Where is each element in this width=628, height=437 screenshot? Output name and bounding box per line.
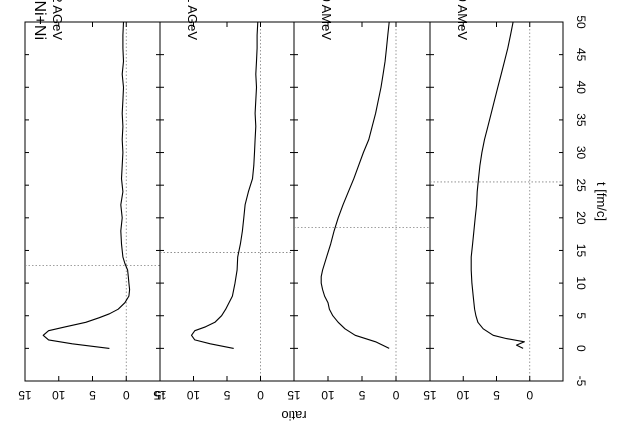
ticks (24, 21, 563, 382)
time-tick-label: 15 (574, 244, 588, 258)
ratio-tick-label: 10 (321, 388, 335, 402)
series-curve-3 (320, 21, 390, 349)
time-tick-label: 35 (574, 113, 588, 127)
series-curve-4 (470, 21, 525, 349)
series-curves (42, 21, 525, 349)
ratio-tick-label: 10 (187, 388, 201, 402)
reference-lines (25, 22, 563, 381)
ratio-tick-label: 0 (526, 388, 533, 402)
ratio-tick-label: 5 (493, 388, 500, 402)
panel-title-1: Ni+Ni (31, 0, 48, 40)
ratio-tick-label: 0 (123, 388, 130, 402)
series-curve-2 (190, 21, 259, 349)
time-tick-label: 40 (574, 81, 588, 95)
panel-label-1: 2 AGeV (50, 0, 65, 40)
time-tick-label: 10 (574, 276, 588, 290)
series-curve-1 (42, 21, 131, 349)
panel-frame-2 (159, 21, 295, 382)
time-tick-label: 20 (574, 211, 588, 225)
ratio-tick-label: 0 (257, 388, 264, 402)
time-tick-label: -5 (574, 376, 588, 387)
time-tick-label: 0 (574, 345, 588, 352)
ratio-tick-label: 10 (52, 388, 66, 402)
time-tick-label: 45 (574, 48, 588, 62)
ratio-tick-label: 15 (18, 388, 32, 402)
panel-frame-4 (429, 21, 564, 382)
panel-label-3: 400 AMeV (319, 0, 334, 40)
ratio-tick-label: 15 (153, 388, 167, 402)
time-tick-label: 25 (574, 179, 588, 193)
ratio-tick-label: 5 (358, 388, 365, 402)
panel-frame-1 (24, 21, 161, 382)
panel-label-4: 150 AMeV (455, 0, 470, 40)
time-tick-label: 30 (574, 146, 588, 160)
time-tick-label: 50 (574, 15, 588, 29)
ratio-tick-label: 0 (392, 388, 399, 402)
time-tick-label: 5 (574, 312, 588, 319)
panel-frame-3 (293, 21, 431, 382)
ratio-tick-label: 5 (89, 388, 96, 402)
x-axis-label: t [fm/c] (594, 182, 609, 221)
ratio-tick-label: 5 (223, 388, 230, 402)
ratio-tick-label: 10 (456, 388, 470, 402)
ratio-tick-label: -5 (154, 388, 165, 402)
ratio-tick-label: 15 (423, 388, 437, 402)
panel-label-2: 1 AGeV (185, 0, 200, 40)
y-axis-label: ratio (281, 408, 306, 423)
ratio-tick-label: 15 (287, 388, 301, 402)
